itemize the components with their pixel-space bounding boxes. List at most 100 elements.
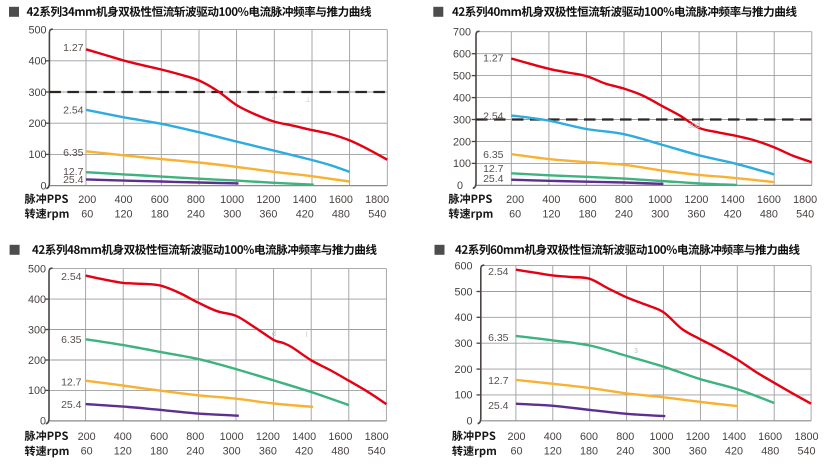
svg-text:120: 120 bbox=[114, 208, 132, 220]
svg-text:12.7: 12.7 bbox=[488, 375, 509, 387]
svg-text:12.7: 12.7 bbox=[63, 166, 84, 178]
svg-text:300: 300 bbox=[28, 87, 46, 99]
svg-text:⌐: ⌐ bbox=[272, 95, 276, 102]
svg-text:1200: 1200 bbox=[684, 194, 708, 206]
svg-text:400: 400 bbox=[542, 194, 560, 206]
svg-text:800: 800 bbox=[616, 431, 634, 443]
svg-text:100: 100 bbox=[454, 390, 472, 402]
svg-text:1400: 1400 bbox=[292, 431, 316, 443]
svg-text:420: 420 bbox=[295, 446, 313, 458]
svg-text:60: 60 bbox=[81, 446, 93, 458]
svg-text:d: d bbox=[272, 331, 276, 338]
svg-text:420: 420 bbox=[296, 208, 314, 220]
svg-text:540: 540 bbox=[797, 446, 815, 458]
svg-text:600: 600 bbox=[150, 431, 168, 443]
svg-text:180: 180 bbox=[150, 446, 168, 458]
svg-text:480: 480 bbox=[332, 208, 350, 220]
svg-text:600: 600 bbox=[453, 49, 471, 61]
svg-text:2.54: 2.54 bbox=[63, 105, 84, 117]
svg-text:25.4: 25.4 bbox=[488, 400, 509, 412]
svg-text:25.4: 25.4 bbox=[61, 399, 82, 411]
svg-text:1600: 1600 bbox=[757, 194, 781, 206]
svg-text:25.4: 25.4 bbox=[63, 174, 84, 186]
svg-text:600: 600 bbox=[151, 194, 169, 206]
svg-text:l: l bbox=[306, 332, 308, 339]
svg-text:400: 400 bbox=[28, 56, 46, 68]
svg-text:600: 600 bbox=[454, 260, 472, 272]
svg-text:60: 60 bbox=[510, 446, 522, 458]
svg-text:300: 300 bbox=[453, 114, 471, 126]
svg-text:0: 0 bbox=[40, 180, 46, 192]
svg-text:300: 300 bbox=[223, 446, 241, 458]
svg-text:400: 400 bbox=[114, 431, 132, 443]
svg-text:800: 800 bbox=[615, 194, 633, 206]
svg-text:3: 3 bbox=[634, 348, 638, 355]
svg-text:0: 0 bbox=[466, 416, 472, 428]
svg-text:100: 100 bbox=[453, 158, 471, 170]
svg-text:2.54: 2.54 bbox=[483, 111, 504, 123]
svg-text:1.27: 1.27 bbox=[63, 42, 84, 54]
svg-text:100: 100 bbox=[28, 149, 46, 161]
svg-text:300: 300 bbox=[454, 338, 472, 350]
svg-text:1400: 1400 bbox=[293, 194, 317, 206]
svg-text:1200: 1200 bbox=[256, 431, 280, 443]
svg-text:0: 0 bbox=[457, 180, 463, 192]
svg-text:120: 120 bbox=[114, 446, 132, 458]
svg-text:300: 300 bbox=[28, 324, 46, 336]
svg-text:1800: 1800 bbox=[365, 431, 389, 443]
svg-text:1200: 1200 bbox=[256, 194, 280, 206]
svg-text:480: 480 bbox=[760, 208, 778, 220]
svg-text:400: 400 bbox=[544, 431, 562, 443]
svg-text:400: 400 bbox=[453, 92, 471, 104]
svg-text:200: 200 bbox=[453, 136, 471, 148]
svg-text:360: 360 bbox=[687, 208, 705, 220]
svg-text:1200: 1200 bbox=[686, 431, 710, 443]
svg-text:2.54: 2.54 bbox=[61, 271, 82, 283]
svg-text:200: 200 bbox=[507, 431, 525, 443]
svg-text:240: 240 bbox=[615, 208, 633, 220]
svg-text:240: 240 bbox=[186, 446, 204, 458]
svg-text:200: 200 bbox=[454, 364, 472, 376]
svg-text:12.7: 12.7 bbox=[483, 163, 504, 175]
svg-text:420: 420 bbox=[724, 208, 742, 220]
svg-text:360: 360 bbox=[259, 446, 277, 458]
svg-text:600: 600 bbox=[580, 431, 598, 443]
svg-text:30C: 30C bbox=[688, 123, 701, 130]
svg-text:1800: 1800 bbox=[794, 431, 818, 443]
svg-text:120: 120 bbox=[544, 446, 562, 458]
svg-text:200: 200 bbox=[506, 194, 524, 206]
svg-text:400: 400 bbox=[454, 312, 472, 324]
svg-text:500: 500 bbox=[28, 263, 46, 275]
svg-text:1800: 1800 bbox=[793, 194, 817, 206]
svg-text:540: 540 bbox=[796, 208, 814, 220]
svg-text:l: l bbox=[663, 347, 665, 354]
svg-text:400: 400 bbox=[114, 194, 132, 206]
svg-text:6.35: 6.35 bbox=[61, 334, 82, 346]
svg-text:180: 180 bbox=[151, 208, 169, 220]
svg-text:360: 360 bbox=[689, 446, 707, 458]
svg-text:360: 360 bbox=[259, 208, 277, 220]
svg-text:1000: 1000 bbox=[220, 431, 244, 443]
svg-text:6.35: 6.35 bbox=[63, 147, 84, 159]
svg-text:1800: 1800 bbox=[365, 194, 389, 206]
svg-text:240: 240 bbox=[187, 208, 205, 220]
svg-text:6.35: 6.35 bbox=[483, 149, 504, 161]
svg-text:⊥: ⊥ bbox=[305, 97, 311, 104]
svg-text:6.35: 6.35 bbox=[488, 332, 509, 344]
svg-text:400: 400 bbox=[28, 294, 46, 306]
svg-text:180: 180 bbox=[579, 208, 597, 220]
svg-text:480: 480 bbox=[331, 446, 349, 458]
svg-text:1000: 1000 bbox=[649, 431, 673, 443]
svg-text:300: 300 bbox=[651, 208, 669, 220]
svg-text:240: 240 bbox=[616, 446, 634, 458]
svg-text:1600: 1600 bbox=[328, 431, 352, 443]
svg-text:300: 300 bbox=[223, 208, 241, 220]
svg-text:2.54: 2.54 bbox=[488, 266, 509, 278]
svg-text:200: 200 bbox=[78, 431, 96, 443]
svg-text:120: 120 bbox=[542, 208, 560, 220]
svg-text:1400: 1400 bbox=[721, 194, 745, 206]
svg-text:420: 420 bbox=[725, 446, 743, 458]
svg-text:500: 500 bbox=[454, 286, 472, 298]
svg-text:300: 300 bbox=[652, 446, 670, 458]
svg-text:12.7: 12.7 bbox=[61, 376, 82, 388]
